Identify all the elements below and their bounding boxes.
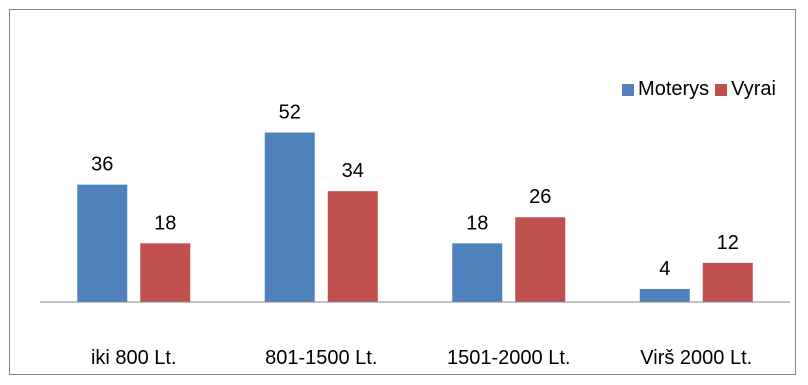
bar-moterys-3 xyxy=(639,288,690,302)
value-label-vyrai-0: 18 xyxy=(154,212,176,234)
bar-moterys-2 xyxy=(452,243,503,302)
value-label-moterys-2: 18 xyxy=(466,212,488,234)
category-labels-group: iki 800 Lt. 801-1500 Lt. 1501-2000 Lt. Virš… xyxy=(91,347,752,369)
category-label-2: 1501-2000 Lt. xyxy=(447,347,570,369)
legend-label-moterys: Moterys xyxy=(638,78,710,100)
value-label-vyrai-1: 34 xyxy=(342,160,364,182)
bar-moterys-1 xyxy=(264,132,315,302)
bars-group xyxy=(77,132,753,302)
value-labels-group: 36 18 52 34 18 26 4 12 xyxy=(91,101,739,279)
legend-swatch-moterys xyxy=(622,83,635,96)
category-label-0: iki 800 Lt. xyxy=(91,347,177,369)
legend: Moterys Vyrai xyxy=(616,78,776,101)
category-label-3: Virš 2000 Lt. xyxy=(640,347,752,369)
bar-vyrai-0 xyxy=(140,243,191,302)
value-label-vyrai-3: 12 xyxy=(717,232,739,254)
legend-item-moterys: Moterys xyxy=(622,78,709,101)
bar-chart: 36 18 52 34 18 26 4 12 iki 800 Lt. 801-1500 Lt. 1… xyxy=(40,101,790,369)
value-label-moterys-3: 4 xyxy=(659,258,670,280)
legend-label-vyrai: Vyrai xyxy=(731,78,776,100)
bar-vyrai-2 xyxy=(515,217,566,302)
value-label-moterys-1: 52 xyxy=(279,101,301,123)
bar-vyrai-1 xyxy=(327,191,378,302)
bar-vyrai-3 xyxy=(702,262,753,302)
category-label-1: 801-1500 Lt. xyxy=(265,347,377,369)
legend-item-vyrai: Vyrai xyxy=(715,78,776,101)
legend-swatch-vyrai xyxy=(715,83,728,96)
bar-moterys-0 xyxy=(77,184,128,302)
chart-frame: 36 18 52 34 18 26 4 12 iki 800 Lt. 801-1500 Lt. 1… xyxy=(9,9,796,375)
value-label-moterys-0: 36 xyxy=(91,154,113,176)
value-label-vyrai-2: 26 xyxy=(529,186,551,208)
